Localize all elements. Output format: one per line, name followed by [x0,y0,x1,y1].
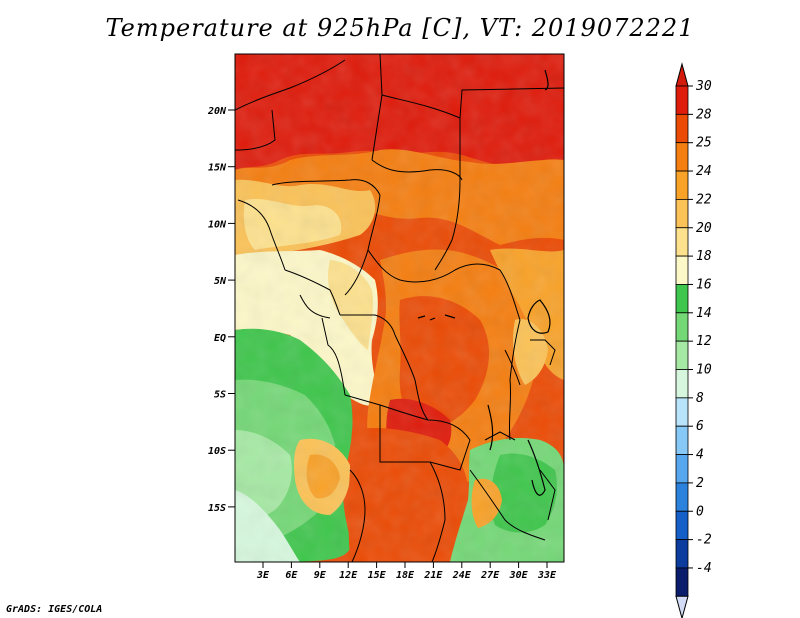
colorbar-label: 18 [696,249,712,264]
colorbar-swatch [675,255,689,285]
lat-label: 15S [208,503,226,514]
lat-label: 20N [207,106,227,117]
colorbar-swatch [675,397,689,427]
lon-label: 12E [339,570,358,581]
colorbar-swatch [675,369,689,399]
colorbar-swatch [675,113,689,144]
lon-label: 9E [314,570,327,581]
colorbar-swatch [675,227,689,257]
colorbar-swatch [675,482,689,512]
colorbar-label: -4 [696,561,712,576]
colorbar-label: 6 [696,419,704,434]
colorbar-swatch [675,425,689,455]
colorbar-label: 10 [696,363,712,378]
colorbar-label: 0 [696,504,704,519]
lon-label: 33E [537,570,557,581]
colorbar-label: 30 [695,79,712,94]
lat-label: 10N [208,219,227,230]
colorbar-bottom-arrow [675,595,689,618]
lat-label: EQ [214,333,226,344]
colorbar-label: 14 [696,306,712,321]
temperature-field [235,54,564,562]
lon-label: 3E [256,570,270,581]
colorbar-swatch [675,454,689,484]
lat-label: 10S [208,446,226,457]
colorbar-label: 25 [696,136,712,151]
colorbar-swatch [675,340,689,370]
colorbar-label: 12 [696,334,712,349]
lon-label: 6E [285,570,298,581]
colorbar-label: 16 [696,277,712,292]
colorbar-swatch [675,539,689,569]
lon-label: 30E [509,570,529,581]
colorbar-label: 22 [696,192,712,207]
colorbar-swatch [675,284,689,314]
grads-credit: GrADS: IGES/COLA [6,604,103,615]
lat-label: 5N [214,276,227,287]
map-frame [234,53,565,563]
colorbar-swatch [675,312,689,342]
colorbar-swatch [675,510,689,541]
colorbar-top-arrow [675,62,689,87]
colorbar-label: -2 [696,533,712,548]
map-title: Temperature at 925hPa [C], VT: 201907222… [105,14,695,42]
lon-label: 18E [396,570,415,581]
colorbar-label: 28 [696,107,712,122]
lon-label: 27E [480,570,500,581]
longitude-axis: 3E 6E 9E 12E 15E 18E 21E 24E 27E 30E 33E [256,562,557,581]
colorbar-swatch [675,170,689,200]
colorbar-swatch [675,198,689,229]
colorbar-label: 2 [696,476,704,491]
latitude-axis: 20N 15N 10N 5N EQ 5S 10S 15S [207,106,235,514]
colorbar-label: 8 [696,391,704,406]
colorbar-swatch [675,567,689,597]
lon-label: 24E [452,570,472,581]
colorbar-label: 4 [696,448,704,463]
lon-label: 21E [423,570,443,581]
lakes [417,69,551,496]
lat-label: 15N [208,163,227,174]
country-borders [235,54,564,562]
colorbar-label: 24 [696,164,712,179]
colorbar-label: 20 [696,221,712,236]
colorbar-swatch [675,142,689,172]
lat-label: 5S [214,390,226,401]
lon-label: 15E [368,570,387,581]
colorbar-swatch [675,85,689,115]
